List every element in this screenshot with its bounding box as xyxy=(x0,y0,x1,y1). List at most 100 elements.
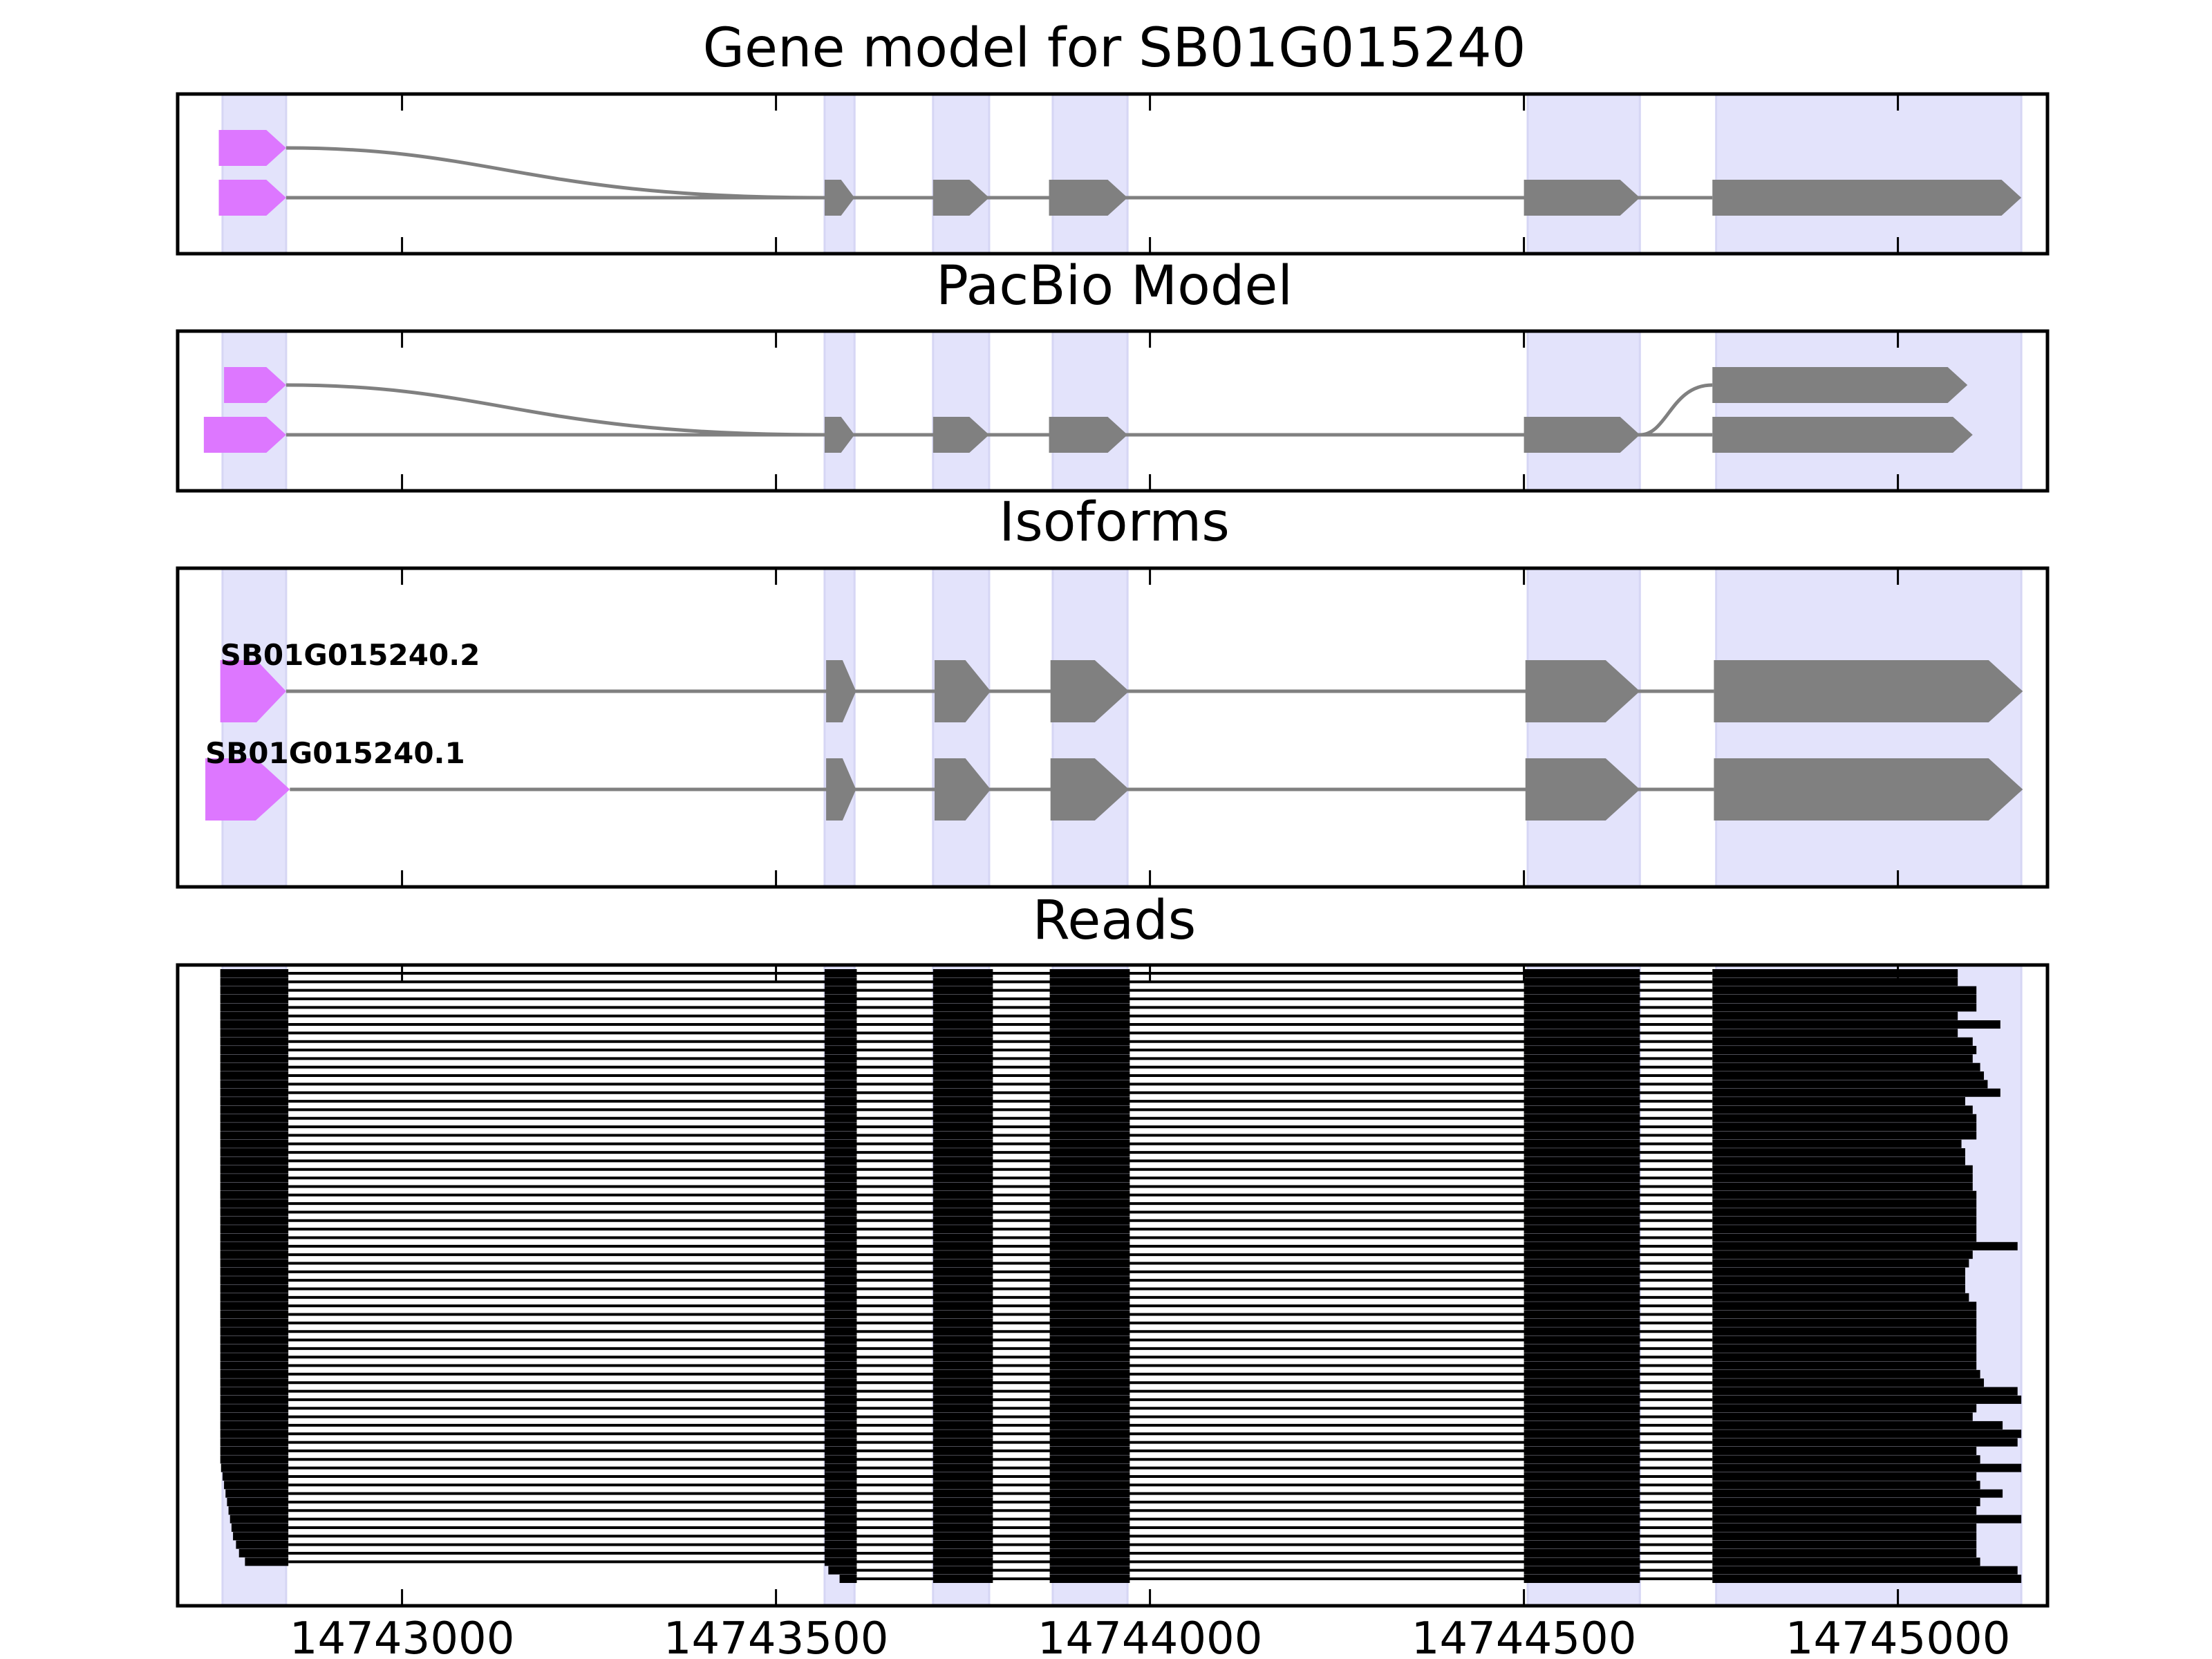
read-block xyxy=(824,1062,857,1071)
read-block xyxy=(1049,1489,1130,1498)
read-block xyxy=(1712,1123,1977,1132)
read-block xyxy=(1524,1165,1640,1174)
read-block xyxy=(824,1148,857,1157)
read-block xyxy=(824,1395,857,1404)
read-block xyxy=(1049,1097,1130,1106)
read-block xyxy=(1049,1387,1130,1396)
read-block xyxy=(1524,1097,1640,1106)
read-block xyxy=(824,1216,857,1225)
read-block xyxy=(1049,1472,1130,1481)
read-block xyxy=(824,1293,857,1302)
read-block xyxy=(220,1216,289,1225)
read-block xyxy=(1524,1548,1640,1557)
read-block xyxy=(824,1353,857,1362)
read-block xyxy=(1712,986,1977,995)
reads-title: Reads xyxy=(1033,890,1197,952)
read-block xyxy=(1712,1430,2022,1438)
read-block xyxy=(1049,1080,1130,1089)
read-block xyxy=(1712,1310,1977,1319)
exon xyxy=(1050,660,1130,722)
read-block xyxy=(1524,1088,1640,1097)
read-block xyxy=(220,1020,289,1029)
read-block xyxy=(224,1481,289,1490)
read-block xyxy=(1049,1123,1130,1132)
read-block xyxy=(932,1241,993,1250)
read-block xyxy=(824,1156,857,1165)
read-block xyxy=(932,1139,993,1148)
read-block xyxy=(932,1438,993,1447)
read-block xyxy=(824,969,857,977)
read-block xyxy=(824,1404,857,1413)
read-block xyxy=(824,1327,857,1336)
read-block xyxy=(824,1250,857,1259)
read-block xyxy=(932,1310,993,1319)
read-block xyxy=(932,1566,993,1575)
read-block xyxy=(932,1557,993,1566)
read-block xyxy=(1524,1293,1640,1302)
read-block xyxy=(1524,1080,1640,1089)
read-block xyxy=(932,1344,993,1353)
read-block xyxy=(220,986,289,995)
read-block xyxy=(932,1575,993,1583)
splice-curve xyxy=(285,146,825,200)
read-block xyxy=(1049,995,1130,1004)
read-block xyxy=(1049,1003,1130,1012)
read-block xyxy=(220,995,289,1004)
read-block xyxy=(220,1361,289,1370)
read-block xyxy=(1712,1037,1973,1046)
x-tick-label: 14745000 xyxy=(1785,1613,2011,1659)
read-block xyxy=(220,1318,289,1327)
read-block xyxy=(1524,1020,1640,1029)
read-block xyxy=(1712,1199,1977,1208)
read-block xyxy=(1049,1421,1130,1430)
highlight-region xyxy=(823,567,856,888)
read-block xyxy=(932,969,993,977)
read-block xyxy=(233,1532,289,1541)
read-block xyxy=(932,1267,993,1276)
read-block xyxy=(220,1139,289,1148)
read-block xyxy=(1524,1404,1640,1413)
read-block xyxy=(932,1523,993,1532)
read-block xyxy=(1049,1438,1130,1447)
read-block xyxy=(932,1190,993,1199)
read-block xyxy=(1712,1472,1977,1481)
read-block xyxy=(824,1199,857,1208)
read-block xyxy=(1524,995,1640,1004)
read-block xyxy=(1524,1174,1640,1183)
read-block xyxy=(1712,1156,1965,1165)
read-block xyxy=(220,1421,289,1430)
read-block xyxy=(1712,1139,1962,1148)
read-block xyxy=(1049,1361,1130,1370)
read-block xyxy=(1049,1540,1130,1549)
read-block xyxy=(932,1540,993,1549)
read-block xyxy=(824,1020,857,1029)
read-block xyxy=(1049,1369,1130,1378)
exon xyxy=(1049,180,1128,216)
highlight-region xyxy=(1526,567,1641,888)
read-block xyxy=(824,1003,857,1012)
exon xyxy=(932,417,989,453)
read-block xyxy=(932,1361,993,1370)
x-tick-label: 14744500 xyxy=(1412,1613,1637,1659)
read-block xyxy=(220,1335,289,1344)
read-block xyxy=(1712,1344,1977,1353)
highlight-region xyxy=(1715,567,2023,888)
read-block xyxy=(1524,1114,1640,1123)
read-block xyxy=(1524,1216,1640,1225)
read-block xyxy=(220,1404,289,1413)
read-block xyxy=(1049,1455,1130,1464)
read-block xyxy=(1049,1156,1130,1165)
read-block xyxy=(1712,1335,1977,1344)
read-block xyxy=(1524,1208,1640,1217)
read-block xyxy=(220,1190,289,1199)
read-block xyxy=(220,1182,289,1191)
read-block xyxy=(824,1421,857,1430)
read-block xyxy=(220,1011,289,1020)
read-block xyxy=(220,1302,289,1311)
read-block xyxy=(1712,1174,1973,1183)
read-block xyxy=(220,1284,289,1293)
read-block xyxy=(220,1250,289,1259)
read-block xyxy=(220,1259,289,1268)
read-block xyxy=(824,1131,857,1140)
read-block xyxy=(932,1506,993,1515)
